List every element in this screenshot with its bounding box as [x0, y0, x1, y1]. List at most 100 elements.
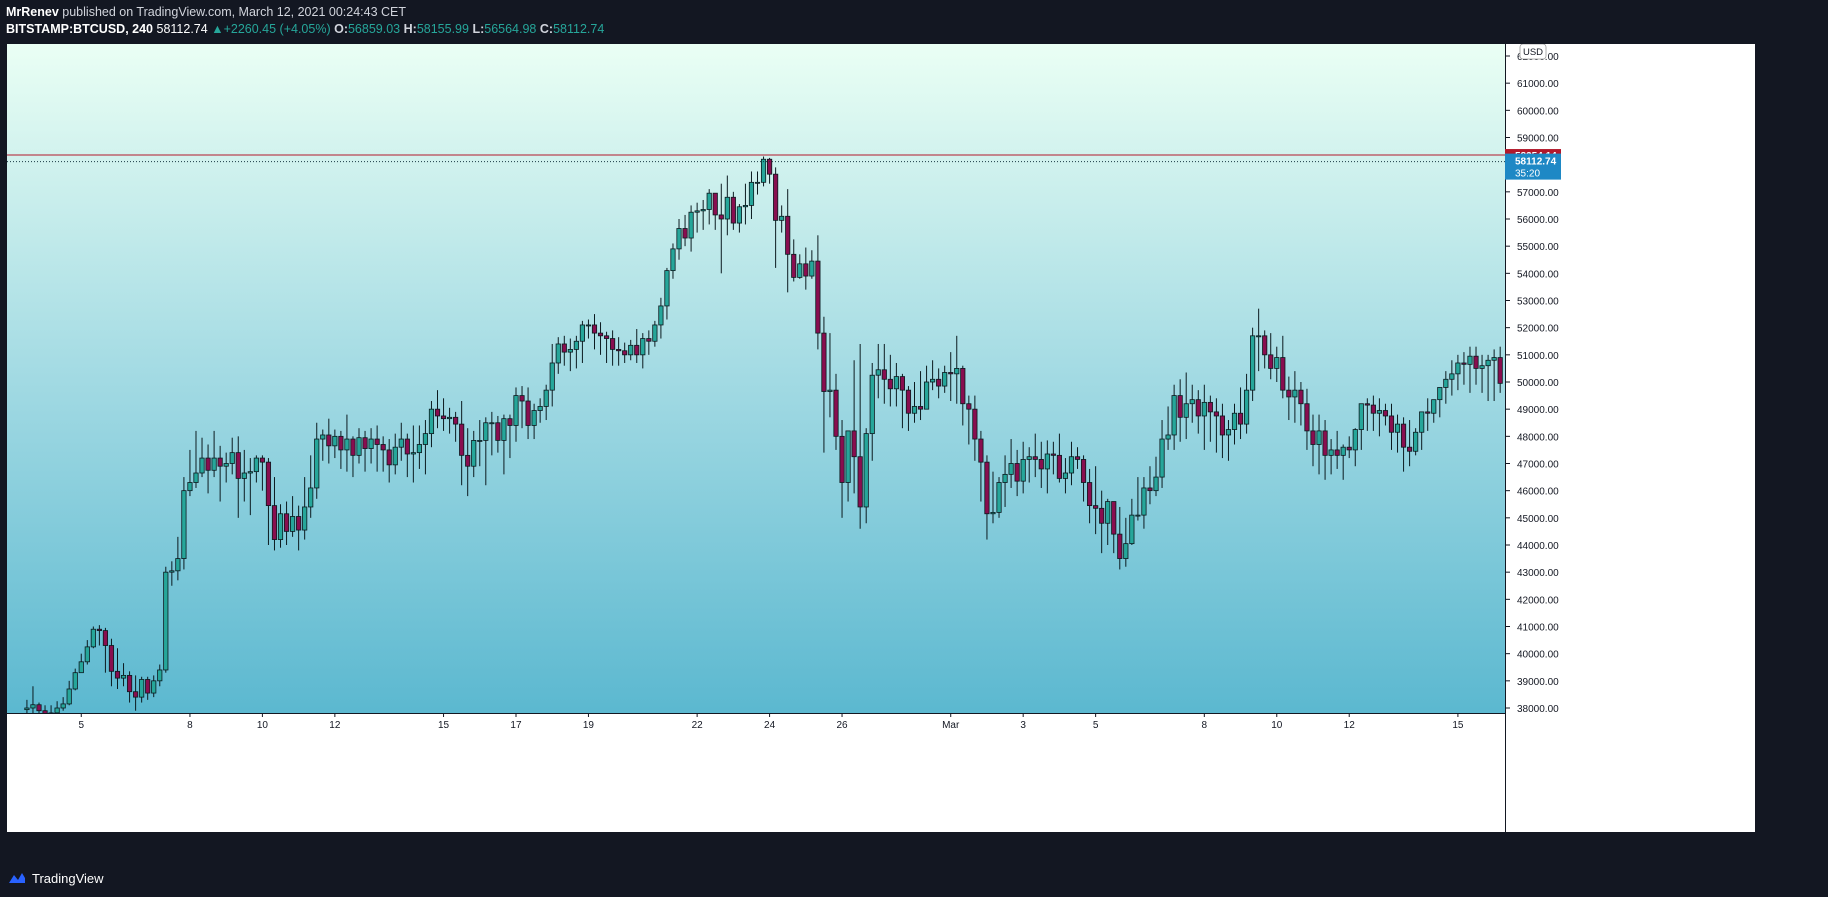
candle	[972, 395, 978, 461]
candle	[549, 343, 555, 407]
candle-body	[966, 403, 972, 410]
candle-body	[785, 215, 791, 255]
candle	[1056, 433, 1062, 483]
candle-body	[984, 461, 990, 515]
candle	[706, 189, 712, 225]
candle-body	[1093, 505, 1099, 509]
candle	[754, 171, 761, 195]
candle	[827, 333, 833, 418]
candle	[652, 320, 658, 347]
candle	[1280, 335, 1286, 399]
candle	[640, 333, 646, 369]
candle-body	[1219, 415, 1226, 436]
candle-body	[809, 260, 815, 277]
candle-body	[923, 381, 930, 410]
candle	[513, 387, 519, 442]
y-tick-label: 49000.00	[1517, 405, 1559, 416]
footer-brand[interactable]: TradingView	[32, 870, 104, 886]
candle	[1370, 395, 1376, 431]
candle	[344, 414, 350, 472]
candle-body	[573, 340, 579, 350]
candle-body	[114, 670, 121, 679]
chart-area[interactable]: 38000.00 39000.00 40000.00 41000.00 42000.00…	[7, 44, 1755, 860]
y-tick-label: 42000.00	[1517, 595, 1559, 606]
candle	[139, 676, 145, 703]
candle	[54, 701, 60, 715]
candle-body	[754, 181, 761, 184]
y-tick-label: 54000.00	[1517, 269, 1559, 280]
candle-body	[694, 210, 700, 213]
currency-badge-box	[1519, 44, 1547, 60]
candle	[785, 189, 791, 293]
candle-body	[84, 646, 90, 663]
y-tick-label: 50000.00	[1517, 378, 1559, 389]
candle-body	[1455, 362, 1461, 375]
candle	[1117, 506, 1123, 570]
candle	[428, 401, 435, 448]
candle-body	[1292, 389, 1298, 398]
candle	[881, 343, 887, 404]
candle	[791, 239, 797, 282]
candle-body	[978, 438, 984, 463]
candle-body	[700, 209, 706, 212]
y-tick-label: 44000.00	[1517, 541, 1559, 552]
candle-body	[507, 418, 513, 426]
candle	[797, 254, 803, 279]
candle-body	[1364, 403, 1370, 406]
candle	[851, 360, 857, 494]
tradingview-logo-icon[interactable]	[8, 872, 26, 884]
candle-body	[773, 173, 779, 221]
candle	[314, 422, 320, 499]
candle	[489, 411, 495, 456]
candle	[1358, 403, 1364, 450]
candle	[1044, 440, 1050, 494]
candle	[1219, 403, 1226, 459]
candle	[1382, 403, 1389, 426]
candle-body	[102, 630, 108, 646]
candle-body	[537, 406, 543, 411]
candle	[603, 331, 610, 363]
candle	[767, 157, 773, 184]
candle-body	[1437, 387, 1443, 401]
candle-body	[779, 215, 785, 221]
candle-body	[283, 513, 290, 532]
x-tick-label: 22	[692, 720, 704, 731]
candle	[1334, 430, 1340, 469]
candle-body	[1328, 449, 1334, 456]
candlestick-chart[interactable]: 38000.00 39000.00 40000.00 41000.00 42000.00…	[7, 44, 1755, 860]
x-tick-label: 12	[1344, 720, 1356, 731]
candle	[416, 425, 422, 469]
candle	[694, 202, 700, 233]
candle-body	[1382, 410, 1389, 417]
candle	[1250, 327, 1256, 402]
candle	[1407, 420, 1413, 467]
candle-body	[1237, 412, 1244, 425]
currency-label: USD	[1523, 47, 1543, 58]
candle	[465, 428, 471, 497]
y-tick-label: 52000.00	[1517, 324, 1559, 335]
candle	[1141, 477, 1147, 529]
x-tick-label: 10	[257, 720, 269, 731]
candle	[622, 342, 628, 363]
candle	[1467, 346, 1473, 393]
candle-body	[1008, 463, 1014, 475]
candle-body	[1020, 459, 1026, 482]
candle	[821, 316, 827, 453]
candle-body	[404, 438, 410, 455]
symbol-label[interactable]: BITSTAMP:BTCUSD, 240	[6, 22, 154, 36]
candle-body	[1497, 357, 1503, 384]
candle	[157, 664, 163, 687]
candle-body	[1213, 411, 1219, 417]
candle	[108, 638, 115, 687]
candle	[857, 343, 863, 529]
candle	[374, 425, 380, 472]
candle	[1213, 398, 1219, 453]
candle	[259, 455, 265, 491]
candle-body	[845, 430, 851, 483]
candle	[803, 247, 809, 290]
author-name[interactable]: MrRenev	[6, 5, 59, 19]
candle	[809, 250, 815, 279]
candle	[434, 390, 441, 429]
y-tick-label: 57000.00	[1517, 188, 1559, 199]
candle	[453, 411, 459, 442]
